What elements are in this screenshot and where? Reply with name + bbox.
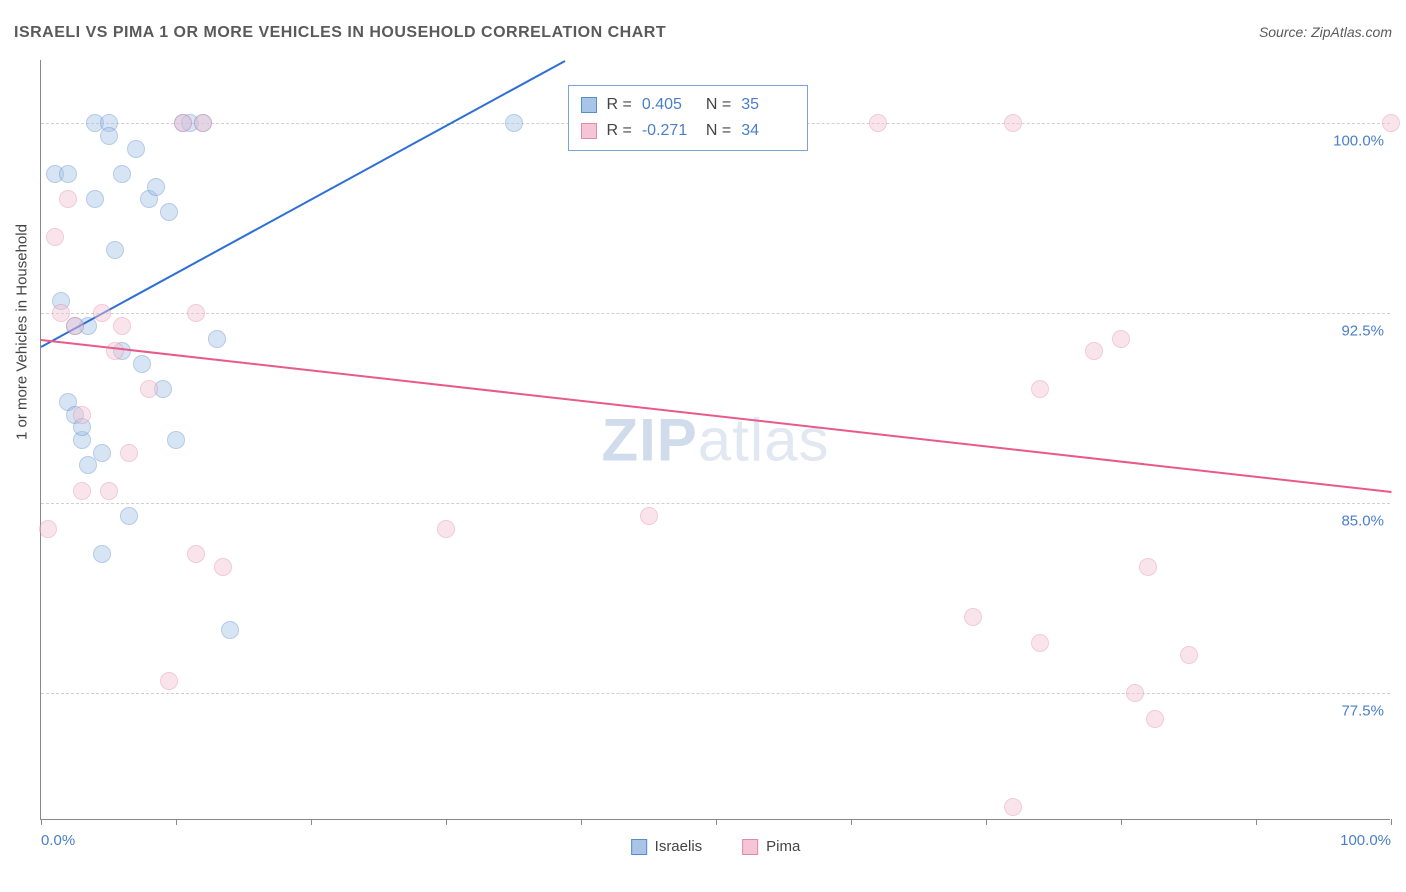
y-tick-label: 77.5% [1341, 703, 1384, 720]
scatter-point [1004, 798, 1022, 816]
plot-area: ZIPatlas 77.5%85.0%92.5%100.0%0.0%100.0%… [40, 60, 1390, 820]
scatter-point [100, 127, 118, 145]
series-legend: Israelis Pima [631, 838, 801, 855]
gridline-horizontal [41, 313, 1390, 314]
scatter-point [208, 330, 226, 348]
scatter-point [147, 178, 165, 196]
n-label: N = [706, 92, 731, 118]
legend-label: Israelis [655, 838, 703, 855]
scatter-point [1112, 330, 1130, 348]
info-row: R = -0.271 N = 34 [581, 118, 796, 144]
scatter-point [160, 203, 178, 221]
scatter-point [221, 621, 239, 639]
r-label: R = [607, 92, 632, 118]
chart-container: ISRAELI VS PIMA 1 OR MORE VEHICLES IN HO… [0, 0, 1406, 892]
scatter-point [187, 304, 205, 322]
scatter-point [640, 507, 658, 525]
scatter-point [106, 241, 124, 259]
scatter-point [1126, 684, 1144, 702]
scatter-point [59, 165, 77, 183]
scatter-point [93, 545, 111, 563]
r-label: R = [607, 118, 632, 144]
scatter-point [869, 114, 887, 132]
scatter-point [120, 507, 138, 525]
legend-item: Pima [742, 838, 800, 855]
scatter-point [93, 304, 111, 322]
scatter-point [964, 608, 982, 626]
scatter-point [93, 444, 111, 462]
scatter-point [1004, 114, 1022, 132]
scatter-point [1031, 634, 1049, 652]
gridline-horizontal [41, 503, 1390, 504]
legend-item: Israelis [631, 838, 703, 855]
trend-line [41, 60, 566, 348]
scatter-point [174, 114, 192, 132]
info-swatch [581, 97, 597, 113]
scatter-point [39, 520, 57, 538]
x-tick-label: 0.0% [41, 832, 75, 849]
scatter-point [1031, 380, 1049, 398]
x-tick-label: 100.0% [1340, 832, 1391, 849]
x-tick [716, 819, 717, 825]
correlation-info-box: R = 0.405 N = 35 R = -0.271 N = 34 [568, 85, 809, 151]
scatter-point [1139, 558, 1157, 576]
legend-swatch [742, 839, 758, 855]
legend-label: Pima [766, 838, 800, 855]
scatter-point [86, 190, 104, 208]
scatter-point [1146, 710, 1164, 728]
scatter-point [59, 190, 77, 208]
y-tick-label: 100.0% [1333, 133, 1384, 150]
x-tick [1256, 819, 1257, 825]
x-tick [851, 819, 852, 825]
x-tick [176, 819, 177, 825]
x-tick [41, 819, 42, 825]
chart-title: ISRAELI VS PIMA 1 OR MORE VEHICLES IN HO… [14, 24, 666, 42]
scatter-point [73, 406, 91, 424]
n-label: N = [706, 118, 731, 144]
y-tick-label: 92.5% [1341, 323, 1384, 340]
scatter-point [133, 355, 151, 373]
x-tick [1121, 819, 1122, 825]
scatter-point [66, 317, 84, 335]
n-value: 34 [741, 118, 795, 144]
y-tick-label: 85.0% [1341, 513, 1384, 530]
scatter-point [1085, 342, 1103, 360]
scatter-point [100, 482, 118, 500]
scatter-point [120, 444, 138, 462]
r-value: -0.271 [642, 118, 696, 144]
scatter-point [127, 140, 145, 158]
info-swatch [581, 123, 597, 139]
scatter-point [505, 114, 523, 132]
x-tick [446, 819, 447, 825]
n-value: 35 [741, 92, 795, 118]
scatter-point [187, 545, 205, 563]
x-tick [986, 819, 987, 825]
x-tick [1391, 819, 1392, 825]
scatter-point [113, 165, 131, 183]
trend-line [41, 339, 1391, 493]
chart-source: Source: ZipAtlas.com [1259, 24, 1392, 40]
scatter-point [140, 380, 158, 398]
x-tick [581, 819, 582, 825]
info-row: R = 0.405 N = 35 [581, 92, 796, 118]
scatter-point [1382, 114, 1400, 132]
scatter-point [160, 672, 178, 690]
y-axis-label: 1 or more Vehicles in Household [14, 224, 31, 440]
legend-swatch [631, 839, 647, 855]
scatter-point [437, 520, 455, 538]
scatter-point [46, 228, 64, 246]
scatter-point [194, 114, 212, 132]
watermark-bold: ZIP [601, 406, 697, 473]
r-value: 0.405 [642, 92, 696, 118]
scatter-point [106, 342, 124, 360]
gridline-horizontal [41, 693, 1390, 694]
scatter-point [113, 317, 131, 335]
scatter-point [167, 431, 185, 449]
scatter-point [1180, 646, 1198, 664]
x-tick [311, 819, 312, 825]
scatter-point [214, 558, 232, 576]
scatter-point [73, 482, 91, 500]
